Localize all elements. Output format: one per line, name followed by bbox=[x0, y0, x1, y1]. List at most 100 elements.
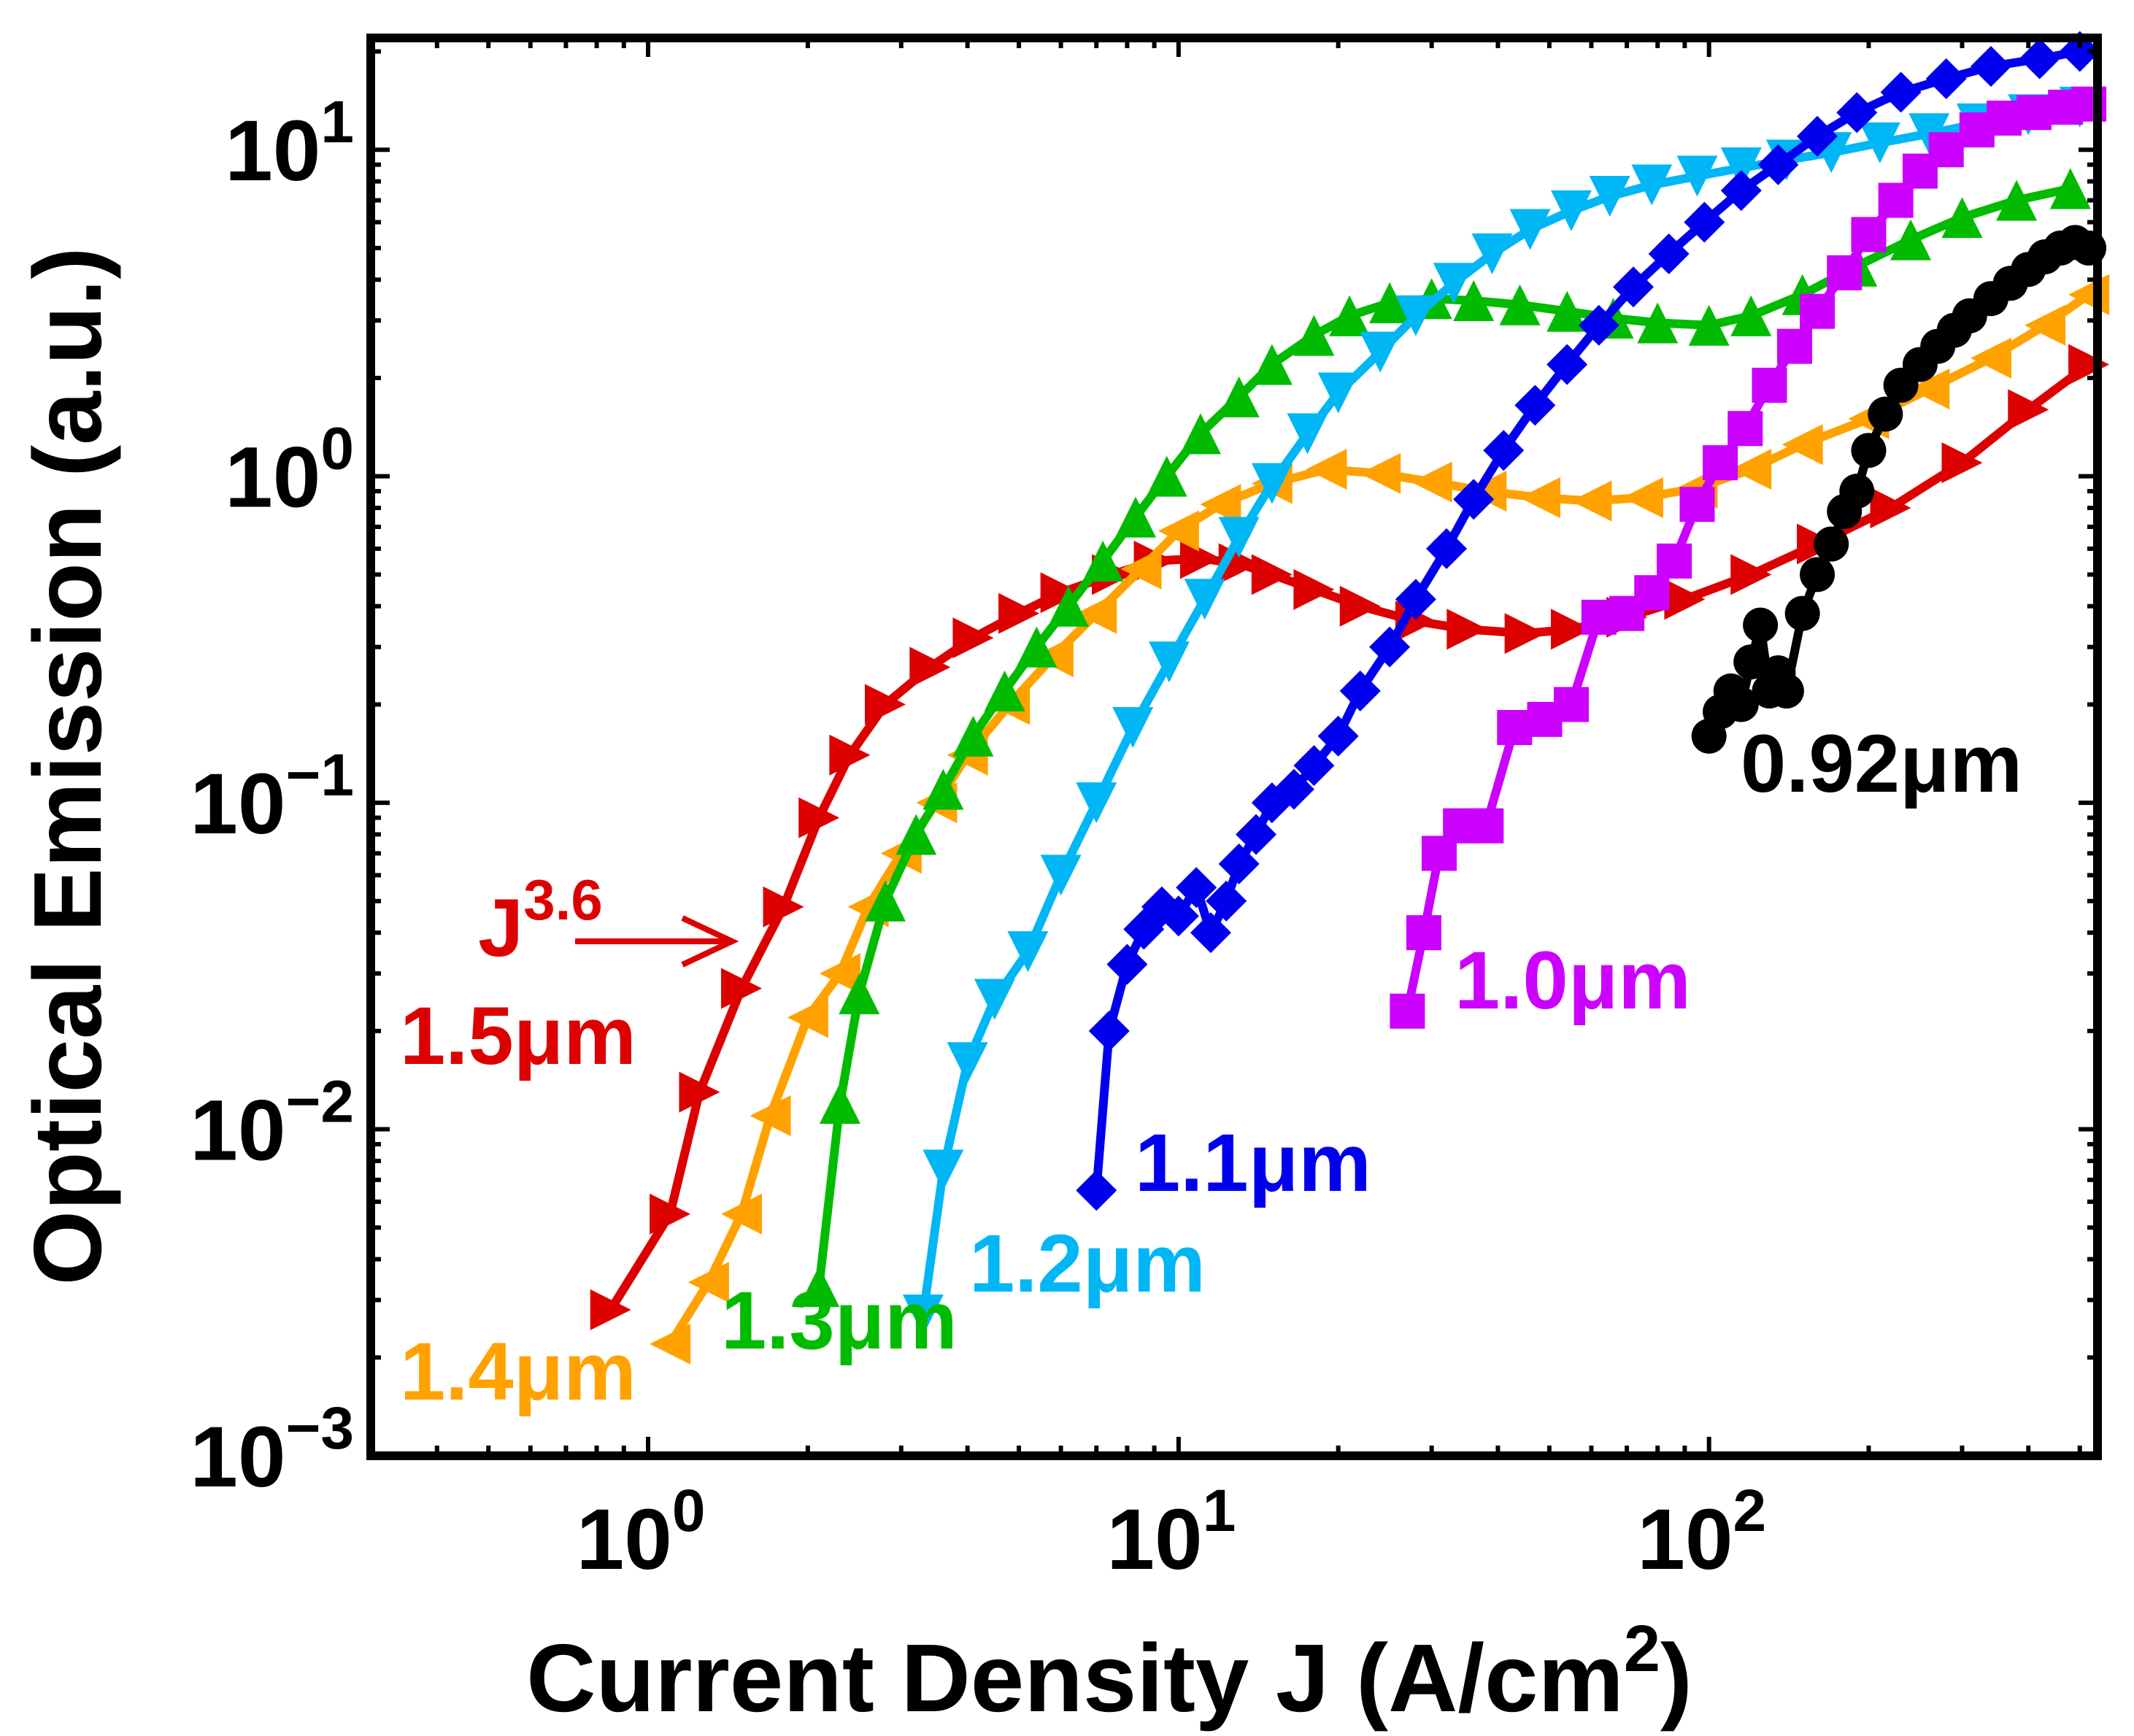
data-point bbox=[1688, 304, 1730, 346]
ticks-layer bbox=[369, 38, 2098, 1458]
data-point bbox=[1664, 579, 1706, 620]
data-point bbox=[1339, 585, 1381, 627]
data-point bbox=[1032, 636, 1074, 678]
data-point bbox=[1612, 266, 1654, 308]
data-point bbox=[1800, 557, 1836, 593]
data-point bbox=[1411, 461, 1452, 503]
data-point bbox=[1776, 328, 1812, 364]
data-point bbox=[1390, 993, 1425, 1029]
data-point bbox=[1880, 72, 1922, 113]
plot-frame bbox=[366, 34, 2102, 1460]
data-point bbox=[1148, 641, 1190, 683]
data-point bbox=[1040, 572, 1082, 614]
series-layer bbox=[590, 31, 2110, 1365]
data-point bbox=[1040, 855, 1082, 896]
data-point bbox=[1471, 233, 1513, 274]
series-1.0μm bbox=[1390, 86, 2107, 1029]
j-power-arrow-head bbox=[681, 915, 739, 968]
data-point bbox=[1360, 452, 1401, 494]
data-point bbox=[1941, 442, 1983, 484]
data-point bbox=[1504, 613, 1546, 655]
data-point bbox=[1016, 626, 1058, 668]
series-label: 1.0μm bbox=[1455, 935, 1691, 1026]
data-point bbox=[922, 768, 964, 810]
data-point bbox=[1720, 147, 1762, 189]
series-label: 1.3μm bbox=[721, 1275, 958, 1366]
data-point bbox=[1684, 201, 1725, 243]
series-label: 1.5μm bbox=[400, 990, 636, 1081]
data-point bbox=[1781, 424, 1823, 466]
y-tick-label: 100 bbox=[225, 416, 354, 526]
data-point bbox=[1546, 290, 1588, 332]
data-point bbox=[1076, 593, 1117, 634]
data-point bbox=[1120, 548, 1162, 590]
data-point bbox=[1251, 554, 1293, 595]
data-point bbox=[1514, 385, 1556, 426]
data-point bbox=[947, 1042, 988, 1084]
data-point bbox=[590, 1289, 631, 1330]
x-tick-label: 100 bbox=[577, 1478, 706, 1588]
data-point bbox=[650, 1323, 691, 1365]
y-tick-label: 101 bbox=[225, 89, 354, 199]
data-point bbox=[1589, 176, 1630, 217]
data-point bbox=[1106, 944, 1148, 985]
j-power-label: J3.6 bbox=[478, 868, 603, 973]
data-point bbox=[819, 1083, 860, 1124]
data-point bbox=[1827, 255, 1863, 290]
data-point bbox=[1836, 92, 1878, 134]
data-point bbox=[1218, 517, 1260, 558]
data-point bbox=[1088, 1010, 1130, 1052]
series-1.1μm bbox=[1076, 31, 2100, 1211]
data-point bbox=[1007, 931, 1049, 973]
data-point bbox=[952, 617, 994, 659]
data-point bbox=[1146, 455, 1187, 497]
data-point bbox=[1550, 190, 1592, 231]
data-point bbox=[1293, 745, 1335, 787]
data-point bbox=[2019, 38, 2060, 80]
data-point bbox=[679, 1071, 720, 1113]
data-point bbox=[2008, 389, 2049, 431]
data-point bbox=[1395, 295, 1436, 336]
data-point bbox=[1730, 554, 1772, 595]
data-point bbox=[1200, 484, 1241, 525]
data-point bbox=[2016, 95, 2052, 131]
data-point bbox=[1730, 449, 1772, 490]
j-power-annotation: J3.6 bbox=[478, 868, 739, 973]
data-point bbox=[1657, 543, 1692, 579]
data-point bbox=[1631, 164, 1673, 206]
y-axis-title: Optical Emission (a.u.) bbox=[14, 247, 121, 1286]
data-point bbox=[1115, 496, 1157, 538]
data-point bbox=[1406, 915, 1441, 951]
data-point bbox=[2025, 304, 2066, 346]
data-point bbox=[1157, 510, 1199, 552]
data-point bbox=[1369, 626, 1411, 668]
data-point bbox=[798, 1265, 840, 1307]
data-point bbox=[1369, 282, 1411, 323]
data-point bbox=[1190, 912, 1231, 954]
data-point bbox=[1797, 115, 1838, 157]
data-point bbox=[1757, 144, 1799, 185]
data-point bbox=[1287, 413, 1328, 455]
data-point bbox=[1648, 233, 1690, 274]
data-point bbox=[1925, 58, 1967, 99]
data-point bbox=[1447, 609, 1488, 650]
data-point bbox=[1553, 687, 1589, 722]
data-point bbox=[1546, 344, 1588, 385]
data-point bbox=[909, 647, 951, 688]
data-point bbox=[1339, 670, 1381, 711]
data-point bbox=[1970, 337, 2011, 379]
data-point bbox=[1179, 538, 1221, 579]
data-point bbox=[1730, 295, 1772, 336]
data-point bbox=[1483, 430, 1525, 471]
data-point bbox=[1519, 477, 1561, 518]
data-point bbox=[1727, 411, 1763, 447]
data-point bbox=[1497, 709, 1533, 745]
data-point bbox=[895, 814, 937, 855]
data-point bbox=[865, 880, 906, 922]
data-point bbox=[2049, 168, 2091, 209]
data-point bbox=[1453, 479, 1495, 520]
x-tick-label: 102 bbox=[1637, 1478, 1766, 1588]
data-point bbox=[2068, 344, 2110, 385]
data-point bbox=[922, 1149, 964, 1191]
